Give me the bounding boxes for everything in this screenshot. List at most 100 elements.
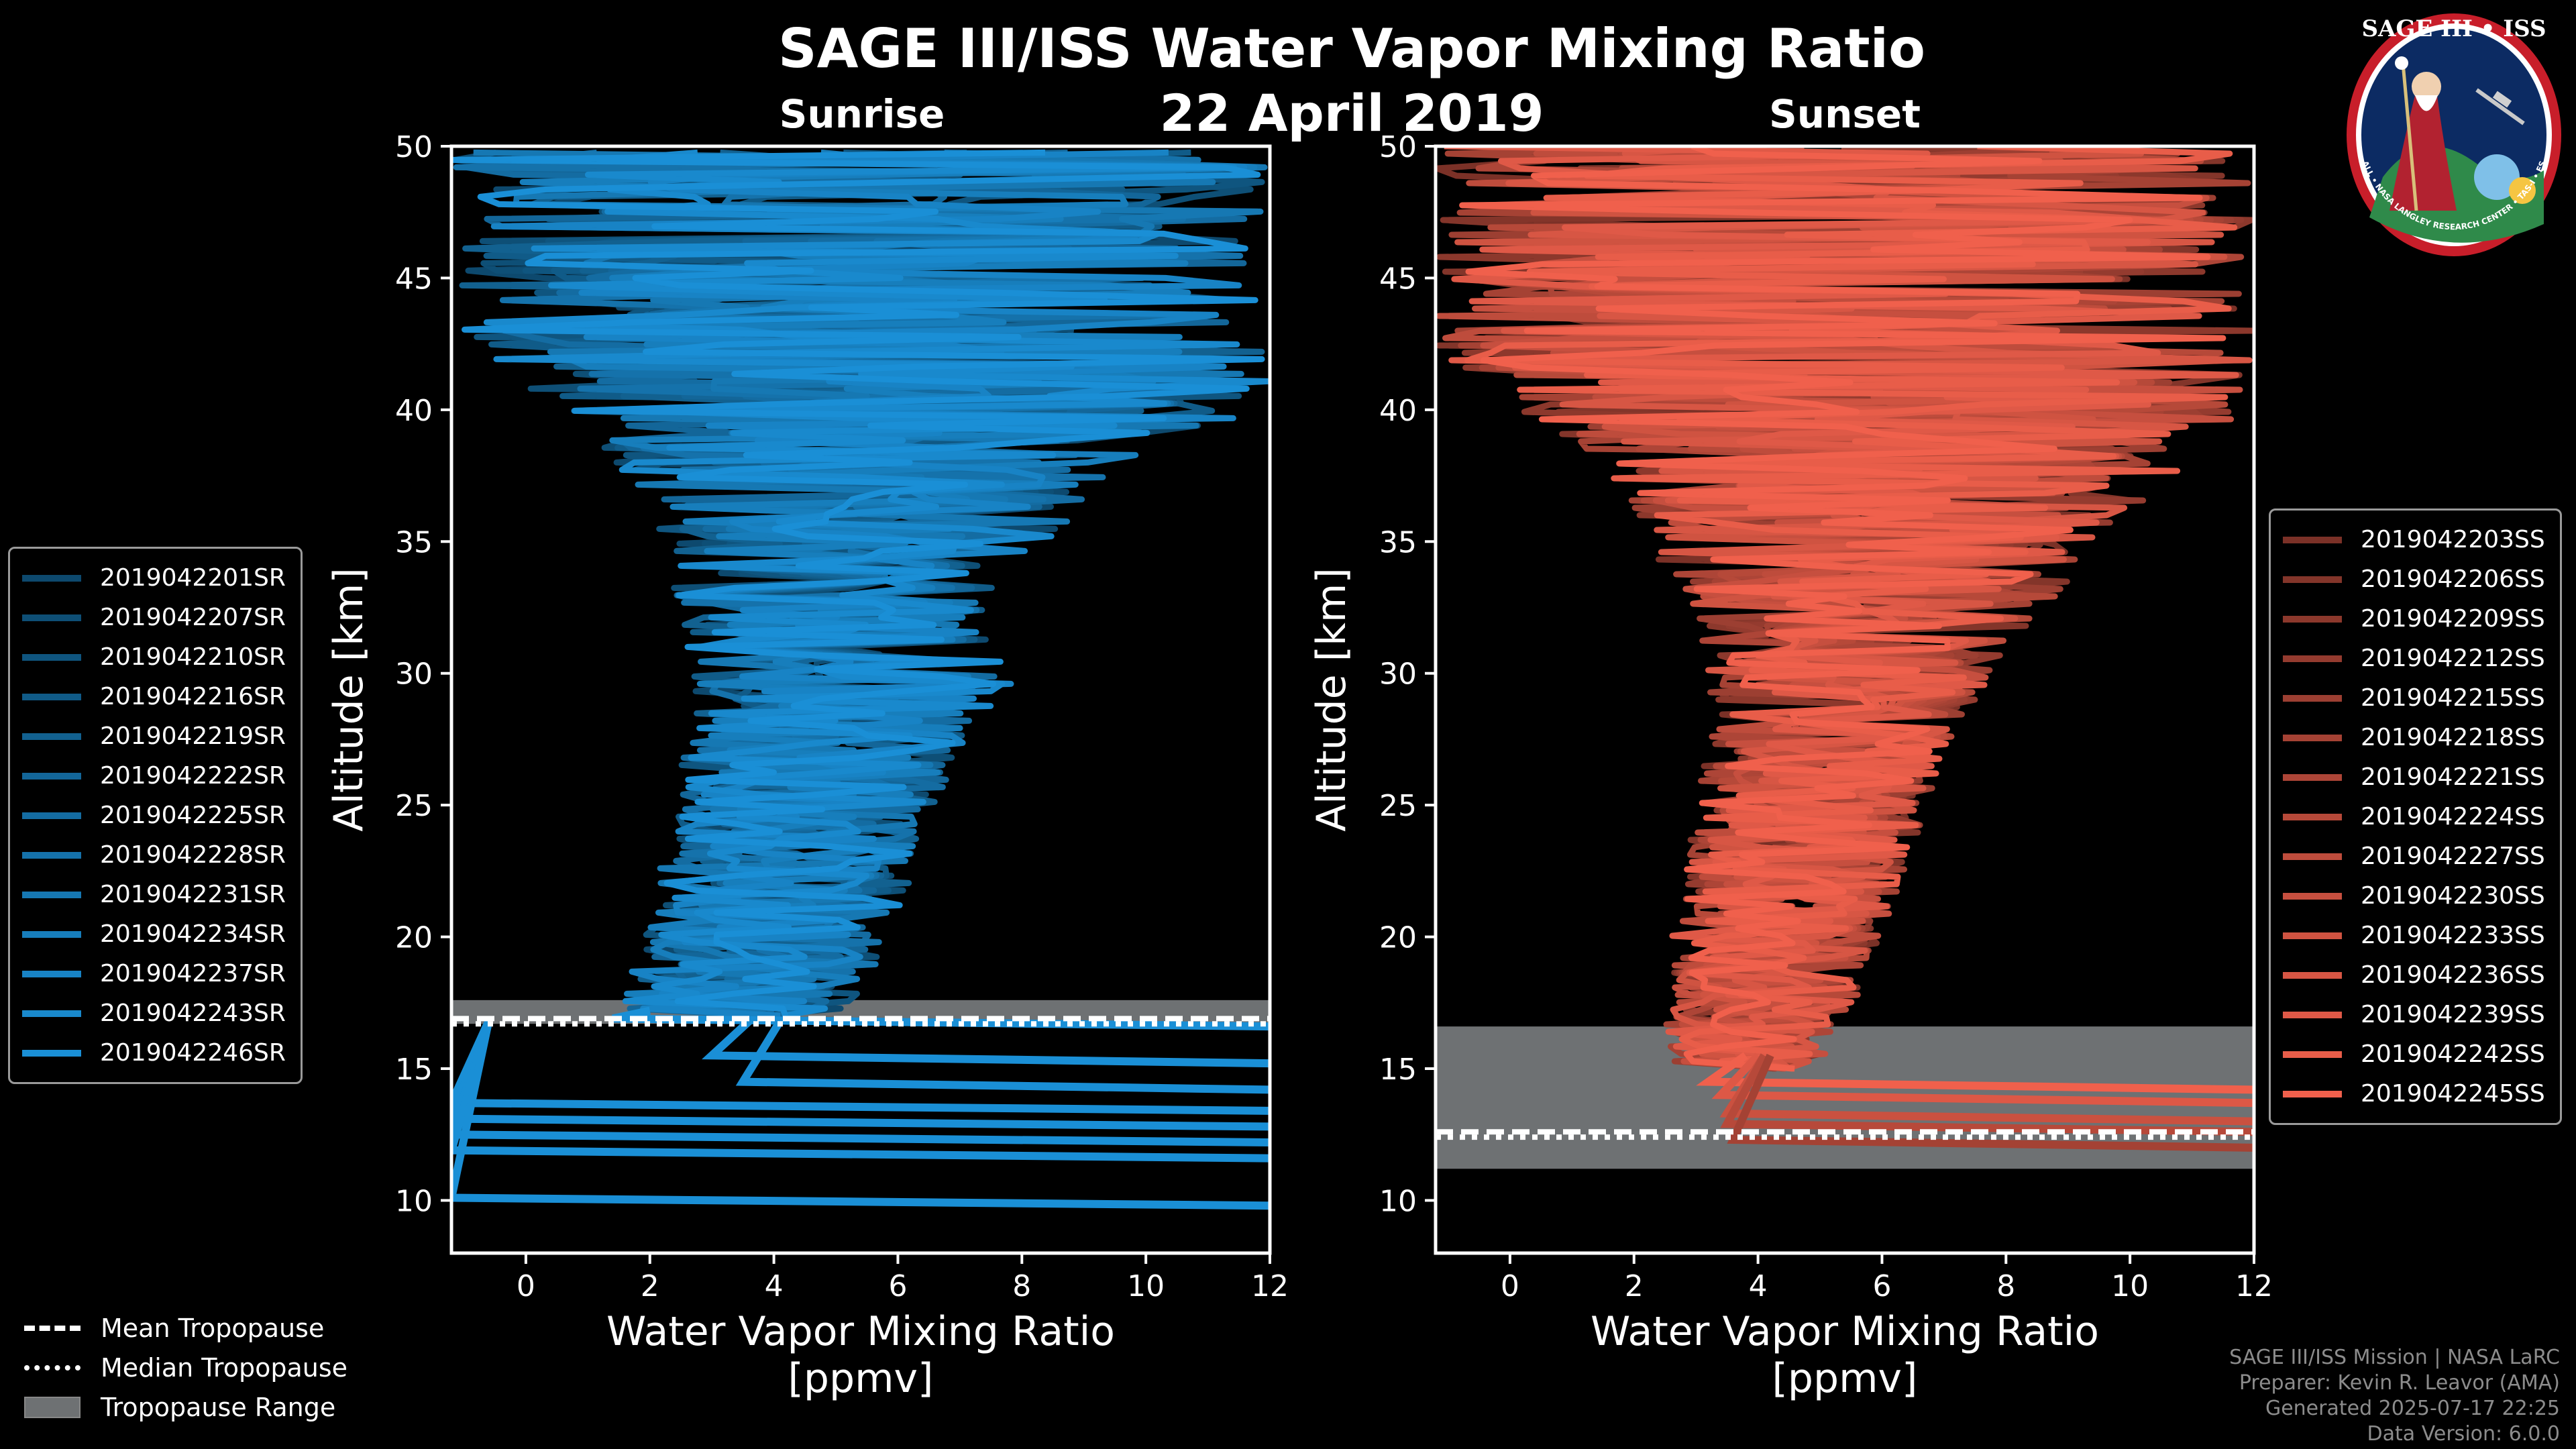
y-tick-label: 30 [395,657,433,692]
legend-label: 2019042222SR [100,762,286,790]
legend-item: 2019042246SR [22,1033,286,1073]
legend-item: 2019042245SS [2283,1074,2545,1114]
legend-item: 2019042207SR [22,598,286,637]
credits-block: SAGE III/ISS Mission | NASA LaRC Prepare… [2229,1345,2560,1447]
profile-line-2019042246SR [451,149,1265,1017]
y-tick-label: 25 [1379,789,1417,823]
y-tick-label: 35 [395,525,433,559]
legend-tropopause-range: Tropopause Range [24,1387,347,1427]
panel-subtitle: Sunset [1769,91,1921,137]
legend-swatch-icon [22,653,81,661]
credits-mission: SAGE III/ISS Mission | NASA LaRC [2229,1346,2560,1369]
y-tick-label: 45 [395,262,433,296]
y-tick-label: 20 [395,921,433,955]
axes-frame [449,144,1272,1255]
legend-mean-tropopause: Mean Tropopause [24,1308,347,1348]
legend-item: 2019042239SS [2283,995,2545,1034]
legend-swatch-icon [2283,971,2342,979]
legend-label: 2019042207SR [100,604,286,631]
lower-profile-line [735,1019,1270,1094]
legend-label: 2019042233SS [2361,922,2545,949]
plot-area [451,149,1270,1210]
legend-swatch-icon [2283,694,2342,702]
legend-mean-label: Mean Tropopause [101,1313,325,1343]
legend-item: 2019042215SS [2283,678,2545,718]
legend-label: 2019042245SS [2361,1080,2545,1108]
x-tick-label: 0 [517,1269,535,1303]
legend-label: 2019042206SS [2361,566,2545,593]
legend-label: 2019042227SS [2361,843,2545,870]
x-tick-label: 8 [1012,1269,1031,1303]
y-tick-label: 35 [1379,525,1417,559]
credits-version: Data Version: 6.0.0 [2367,1422,2560,1446]
x-tick-label: 2 [641,1269,659,1303]
lower-profile-line [1727,1053,2254,1152]
y-tick-label: 40 [395,394,433,428]
legend-label: 2019042224SS [2361,803,2545,830]
legend-label: 2019042210SR [100,643,286,671]
panel-subtitle: Sunrise [780,91,945,137]
lower-profile-line [451,1019,1270,1115]
y-tick-label: 45 [1379,262,1417,296]
lower-profile-line [702,1018,1270,1068]
x-tick-label: 8 [1996,1269,2015,1303]
legend-label: 2019042243SR [100,1000,286,1027]
legend-item: 2019042201SR [22,558,286,598]
y-tick-label: 10 [395,1184,433,1218]
legend-swatch-icon [2283,536,2342,543]
legend-item: 2019042243SR [22,994,286,1033]
y-tick-label: 25 [395,789,433,823]
x-tick-label: 12 [1251,1269,1289,1303]
legend-label: 2019042218SS [2361,724,2545,751]
x-tick-label: 10 [2111,1269,2149,1303]
y-tick-label: 15 [395,1053,433,1087]
legend-median-label: Median Tropopause [101,1352,347,1383]
chart-date: 22 April 2019 [1159,83,1544,143]
legend-label: 2019042230SS [2361,882,2545,910]
legend-range-label: Tropopause Range [101,1392,336,1422]
legend-item: 2019042203SS [2283,520,2545,559]
legend-item: 2019042236SS [2283,955,2545,995]
x-axis-unit: [ppmv] [788,1355,934,1402]
legend-swatch-icon [2283,932,2342,939]
x-tick-label: 6 [888,1269,907,1303]
legend-item: 2019042224SS [2283,797,2545,837]
legend-item: 2019042242SS [2283,1034,2545,1074]
legend-swatch-icon [2283,1051,2342,1058]
x-tick-label: 4 [1749,1269,1768,1303]
legend-label: 2019042215SS [2361,684,2545,712]
legend-item: 2019042227SS [2283,837,2545,876]
legend-label: 2019042231SR [100,881,286,908]
legend-item: 2019042210SR [22,637,286,677]
chart-title: SAGE III/ISS Water Vapor Mixing Ratio [778,17,1925,80]
legend-item: 2019042218SS [2283,718,2545,757]
x-tick-label: 12 [2235,1269,2273,1303]
legend-swatch-icon [22,970,81,977]
x-tick-label: 10 [1127,1269,1165,1303]
legend-swatch-icon [22,574,81,582]
legend-item: 2019042234SR [22,914,286,954]
legend-item: 2019042219SR [22,716,286,756]
legend-item: 2019042212SS [2283,639,2545,678]
x-axis-unit: [ppmv] [1772,1355,1918,1402]
legend-item: 2019042216SR [22,677,286,716]
legend-swatch-icon [2283,655,2342,662]
profile-line-2019042242SS [1464,146,2238,1072]
profile-line-2019042245SS [1459,146,2226,1072]
legend-label: 2019042234SR [100,920,286,948]
legend-item: 2019042206SS [2283,559,2545,599]
sunrise-panel: Sunrise 0 2 4 6 8 10 12 10 15 20 25 30 35 40 45 50 Water … [325,91,1289,1402]
legend-swatch-icon [2283,773,2342,781]
legend-item: 2019042228SR [22,835,286,875]
x-tick-label: 6 [1872,1269,1891,1303]
tropopause-legend: Mean Tropopause Median Tropopause Tropop… [24,1308,347,1427]
lower-profile-line [451,1020,1270,1210]
legend-swatch-icon [22,851,81,859]
y-axis-label: Altitude [km] [1308,568,1355,832]
legend-item: 2019042230SS [2283,876,2545,916]
x-tick-label: 2 [1625,1269,1644,1303]
legend-item: 2019042221SS [2283,757,2545,797]
legend-swatch-icon [2283,1011,2342,1018]
legend-swatch-icon [2283,892,2342,900]
